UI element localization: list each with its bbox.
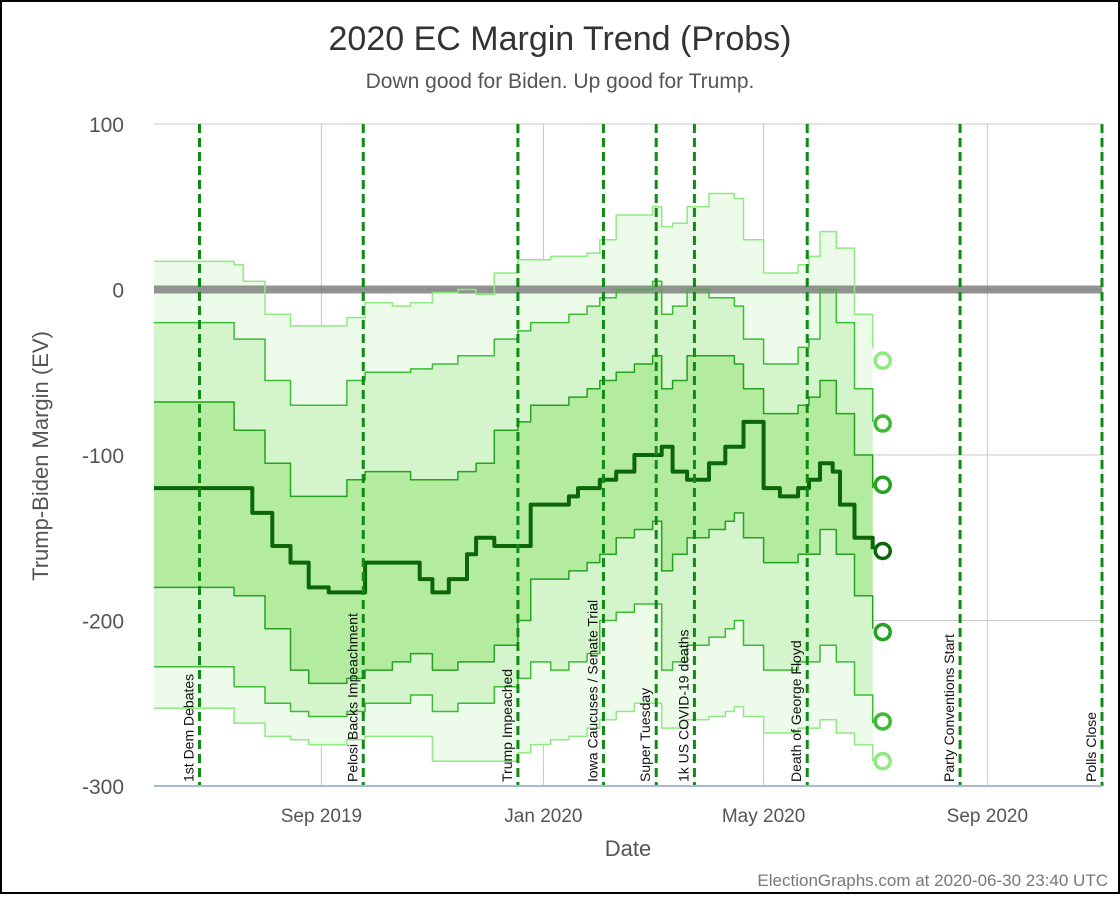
- series-line-lower-outer: [154, 702, 874, 762]
- event-label: Iowa Caucuses / Senate Trial: [584, 600, 600, 782]
- event-label: Death of George Floyd: [788, 640, 804, 782]
- series-line-lower-mid: [154, 603, 874, 724]
- end-marker-median: [873, 541, 892, 561]
- y-axis-label: Trump-Biden Margin (EV): [28, 331, 53, 581]
- series-line-lower-inner: [154, 512, 874, 685]
- series-line-upper-inner: [154, 354, 874, 498]
- end-marker-lower-outer: [873, 751, 892, 771]
- event-label: 1st Dem Debates: [181, 674, 197, 782]
- axes: 100 0 -100 -200 -300 Sep 2019 Jan 2020 May 2020…: [82, 114, 1102, 827]
- end-markers: [873, 351, 892, 771]
- event-label: Polls Close: [1083, 712, 1099, 782]
- event-lines: 1st Dem Debates Pelosi Backs Impeachment T…: [181, 124, 1104, 786]
- end-marker-upper-mid: [873, 414, 892, 433]
- y-tick-label: -100: [82, 445, 124, 468]
- footer-credit: ElectionGraphs.com at 2020-06-30 23:40 U…: [757, 871, 1108, 890]
- event-label: Pelosi Backs Impeachment: [344, 613, 360, 782]
- x-axis-label: Date: [605, 836, 651, 861]
- y-tick-label: 0: [112, 280, 124, 303]
- end-marker-upper-inner: [873, 475, 892, 495]
- end-marker-lower-mid: [873, 712, 892, 731]
- event-label: 1k US COVID-19 deaths: [675, 629, 691, 782]
- x-tick-label: Sep 2019: [281, 806, 362, 827]
- x-tick-label: Jan 2020: [504, 806, 582, 827]
- series-line-upper-mid: [154, 280, 874, 422]
- series-line-median: [154, 419, 875, 595]
- series-line-upper-outer: [154, 192, 874, 348]
- y-tick-label: 100: [89, 114, 124, 137]
- series-lines: [154, 192, 875, 762]
- end-marker-upper-outer: [873, 351, 892, 370]
- chart-title: 2020 EC Margin Trend (Probs): [329, 20, 792, 58]
- event-label: Party Conventions Start: [941, 634, 957, 782]
- x-tick-label: May 2020: [722, 806, 805, 827]
- y-tick-label: -300: [82, 776, 124, 799]
- y-tick-label: -200: [82, 611, 124, 634]
- event-label: Super Tuesday: [637, 688, 653, 782]
- event-label: Trump Impeached: [499, 669, 515, 782]
- end-marker-lower-inner: [873, 622, 892, 642]
- x-tick-label: Sep 2020: [947, 806, 1028, 827]
- chart-subtitle: Down good for Biden. Up good for Trump.: [366, 70, 755, 93]
